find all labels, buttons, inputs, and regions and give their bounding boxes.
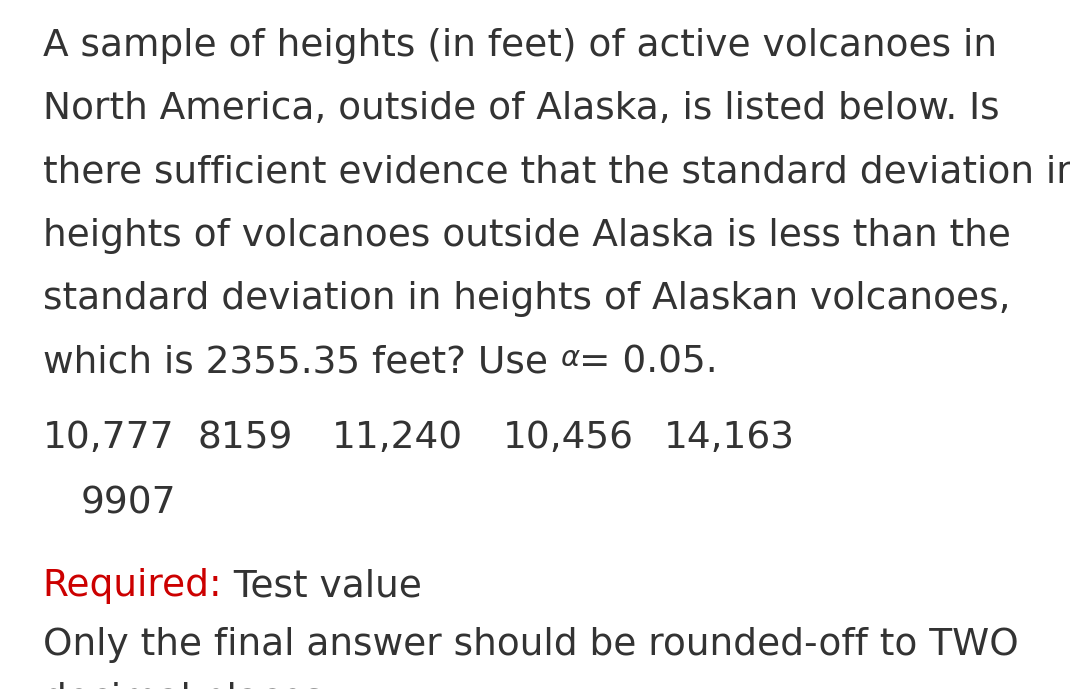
Text: Only the final answer should be rounded-off to TWO: Only the final answer should be rounded-… xyxy=(43,627,1019,663)
Text: decimal places.: decimal places. xyxy=(43,682,335,689)
Text: North America, outside of Alaska, is listed below. Is: North America, outside of Alaska, is lis… xyxy=(43,91,999,127)
Text: 9907: 9907 xyxy=(80,486,175,522)
Text: heights of volcanoes outside Alaska is less than the: heights of volcanoes outside Alaska is l… xyxy=(43,218,1011,254)
Text: A sample of heights (in feet) of active volcanoes in: A sample of heights (in feet) of active … xyxy=(43,28,997,63)
Text: 10,456: 10,456 xyxy=(503,420,633,456)
Text: 8159: 8159 xyxy=(198,420,293,456)
Text: which is 2355.35 feet? Use: which is 2355.35 feet? Use xyxy=(43,344,560,380)
Text: α: α xyxy=(560,344,579,373)
Text: 11,240: 11,240 xyxy=(332,420,463,456)
Text: 10,777: 10,777 xyxy=(43,420,174,456)
Text: Required:: Required: xyxy=(43,568,223,604)
Text: there sufficient evidence that the standard deviation in: there sufficient evidence that the stand… xyxy=(43,154,1070,190)
Text: 14,163: 14,163 xyxy=(663,420,794,456)
Text: Test value: Test value xyxy=(223,568,423,604)
Text: standard deviation in heights of Alaskan volcanoes,: standard deviation in heights of Alaskan… xyxy=(43,281,1010,317)
Text: = 0.05.: = 0.05. xyxy=(579,344,718,380)
